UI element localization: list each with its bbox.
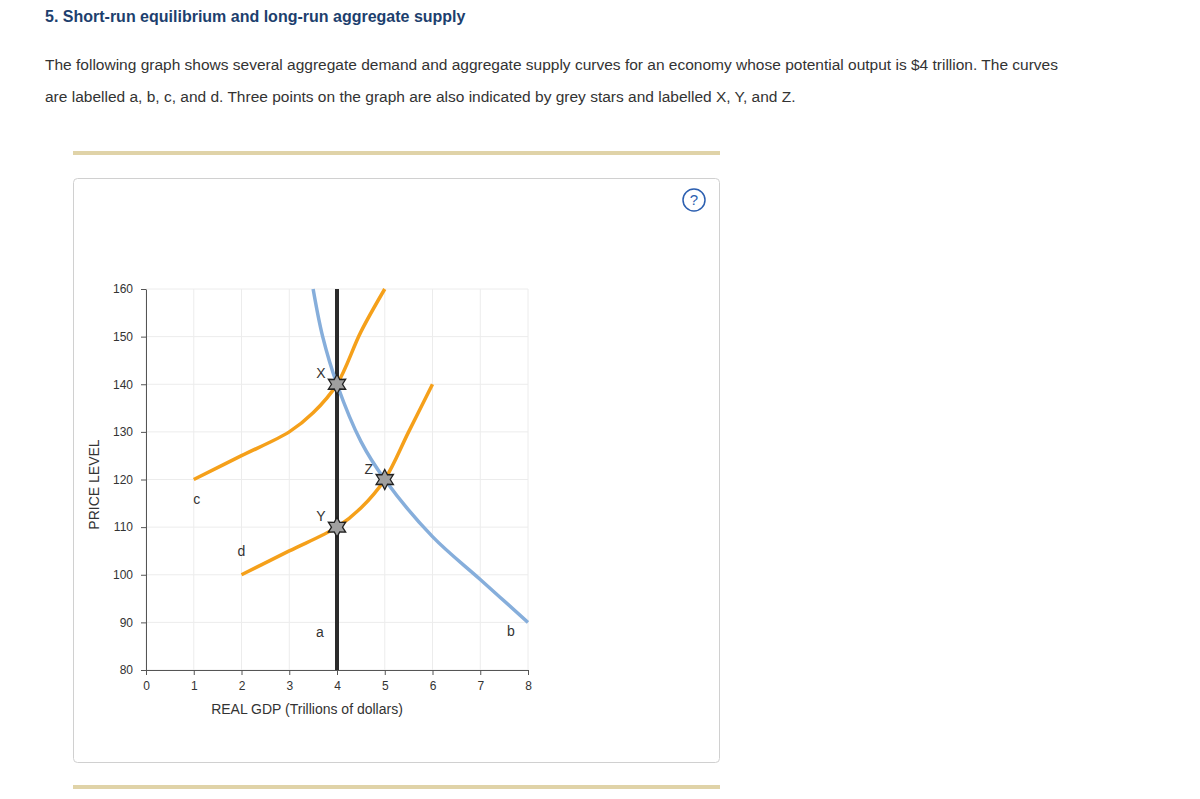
tick-label: 90: [120, 616, 134, 630]
curve-label: b: [507, 623, 515, 639]
tick-label: 5: [382, 679, 389, 693]
tick: 130: [113, 425, 146, 439]
point-label: Z: [364, 461, 373, 477]
tick: 2: [239, 670, 246, 693]
tick: 110: [114, 520, 146, 534]
tick-mark: [141, 480, 146, 481]
point-label: X: [316, 365, 326, 381]
grid: [146, 289, 528, 670]
curve: [242, 384, 433, 575]
tick-mark: [141, 289, 146, 290]
tick-mark: [528, 670, 529, 675]
tick-label: 120: [113, 473, 133, 487]
tick: 8: [525, 670, 532, 693]
tick-label: 4: [334, 679, 341, 693]
tick-label: 6: [430, 679, 437, 693]
help-text[interactable]: ?: [690, 191, 698, 208]
tick-label: 140: [113, 378, 133, 392]
tick-label: 2: [239, 679, 246, 693]
tick-label: 0: [143, 679, 150, 693]
labels: a b c d X Y Z: [193, 365, 515, 640]
divider: [73, 151, 720, 155]
tick: 6: [430, 670, 437, 693]
plot-area: [194, 289, 528, 670]
tick-label: 160: [113, 282, 133, 296]
grid-line: [337, 289, 338, 670]
title: 5. Short-run equilibrium and long-run ag…: [45, 8, 466, 25]
x-axis-title: REAL GDP (Trillions of dollars): [211, 701, 403, 717]
tick: 1: [191, 670, 198, 693]
tick-mark: [141, 527, 146, 528]
point-star: [328, 374, 345, 394]
point-label: Y: [316, 508, 326, 524]
tick: 7: [477, 670, 484, 693]
page: 5. Short-run equilibrium and long-run ag…: [0, 0, 1200, 799]
curve-label: d: [238, 543, 246, 559]
tick-mark: [141, 384, 146, 385]
y-axis: 80 90 100 110 120 130 140 150 160: [113, 282, 147, 677]
description: are labelled a, b, c, and d. Three point…: [45, 88, 796, 105]
help-circle[interactable]: [683, 189, 705, 211]
tick-label: 3: [286, 679, 293, 693]
tick-mark: [141, 575, 146, 576]
y-axis-title: PRICE LEVEL: [86, 439, 102, 529]
curve: [335, 289, 339, 670]
tick-label: 150: [113, 330, 133, 344]
axis-line: [146, 290, 147, 671]
x-axis: 0 1 2 3 4 5 6 7 8: [143, 670, 532, 693]
tick: 100: [113, 568, 146, 582]
tick-mark: [433, 670, 434, 675]
tick-mark: [289, 670, 290, 675]
divider: [73, 785, 720, 789]
point-star: [376, 470, 393, 490]
tick: 3: [286, 670, 293, 693]
tick: 120: [113, 473, 146, 487]
tick: 90: [120, 616, 146, 630]
tick-mark: [242, 670, 243, 675]
curve-label: c: [193, 491, 200, 507]
curve-label: a: [316, 624, 324, 640]
tick-label: 110: [114, 520, 133, 534]
tick-label: 8: [525, 679, 532, 693]
help-icon[interactable]: ?: [683, 189, 705, 211]
tick: 4: [334, 670, 341, 693]
tick-mark: [141, 622, 146, 623]
tick-label: 7: [477, 679, 484, 693]
tick: 0: [143, 670, 150, 693]
description: The following graph shows several aggreg…: [45, 56, 1058, 73]
panel: [74, 179, 720, 763]
tick-label: 1: [191, 679, 198, 693]
curve: [313, 289, 528, 622]
tick: 150: [113, 330, 146, 344]
tick-label: 80: [120, 663, 134, 677]
tick-mark: [141, 670, 146, 671]
curve: [194, 289, 385, 480]
tick-mark: [141, 432, 146, 433]
tick-mark: [194, 670, 195, 675]
point-star: [328, 517, 345, 537]
tick: 160: [113, 282, 146, 296]
tick: 140: [113, 378, 146, 392]
tick-mark: [146, 670, 147, 675]
tick: 5: [382, 670, 389, 693]
tick-label: 130: [113, 425, 133, 439]
tick-mark: [385, 670, 386, 675]
tick-mark: [337, 670, 338, 675]
tick: 80: [120, 663, 146, 677]
tick-mark: [480, 670, 481, 675]
tick-mark: [141, 337, 146, 338]
tick-label: 100: [113, 568, 133, 582]
